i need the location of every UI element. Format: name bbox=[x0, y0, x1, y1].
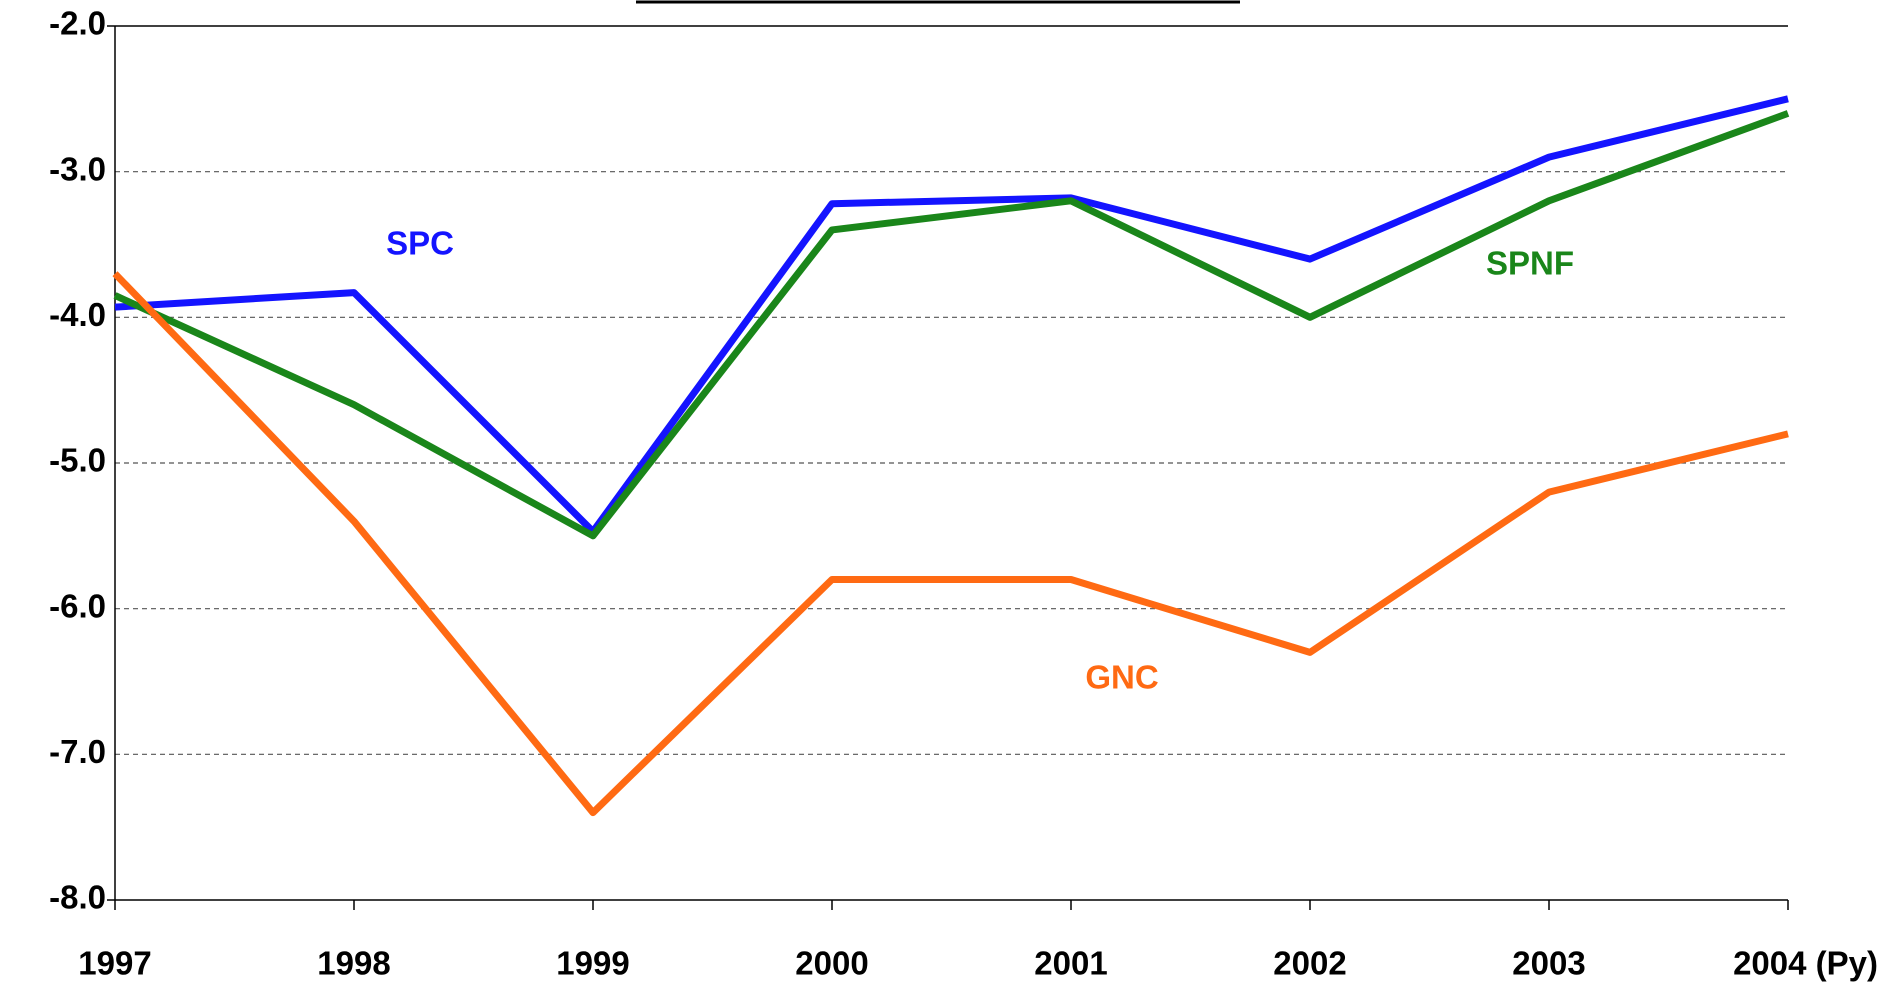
y-tick-label: -4.0 bbox=[49, 296, 106, 333]
x-tick-label: 1999 bbox=[556, 945, 629, 982]
x-tick-label: 1997 bbox=[78, 945, 151, 982]
series-label: GNC bbox=[1085, 659, 1158, 696]
series-line bbox=[114, 95, 1789, 535]
x-tick-label: 1998 bbox=[317, 945, 390, 982]
series-label: SPNF bbox=[1486, 245, 1574, 282]
series-label: SPC bbox=[386, 225, 454, 262]
x-tick-label: 2000 bbox=[795, 945, 868, 982]
y-tick-label: -3.0 bbox=[49, 150, 106, 187]
x-tick-label: 2003 bbox=[1512, 945, 1585, 982]
y-tick-label: -7.0 bbox=[49, 733, 106, 770]
y-tick-label: -6.0 bbox=[49, 587, 106, 624]
x-tick-label: 2002 bbox=[1273, 945, 1346, 982]
series-line bbox=[112, 271, 1789, 817]
y-tick-label: -2.0 bbox=[49, 5, 106, 42]
y-tick-label: -8.0 bbox=[49, 879, 106, 916]
x-tick-label: 2001 bbox=[1034, 945, 1107, 982]
y-tick-label: -5.0 bbox=[49, 442, 106, 479]
series-line bbox=[113, 110, 1790, 540]
x-tick-label: 2004 (Py) bbox=[1733, 945, 1878, 982]
